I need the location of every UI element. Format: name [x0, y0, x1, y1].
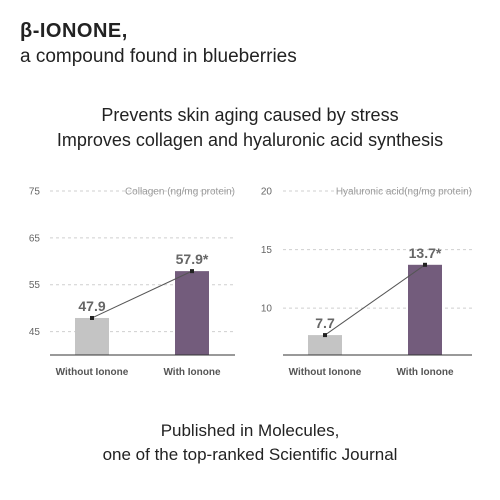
compound-subtitle: a compound found in blueberries [20, 46, 297, 67]
connector-marker [323, 333, 327, 338]
bar-without-ionone [308, 335, 342, 355]
footer-line-1: Published in Molecules, [160, 421, 340, 440]
data-value-label: 57.9* [176, 251, 209, 267]
bar-with-ionone [408, 264, 442, 355]
data-value-label: 47.9 [78, 298, 105, 314]
connector-marker [90, 315, 94, 320]
y-tick-label: 20 [261, 187, 273, 198]
data-value-label: 13.7* [409, 245, 442, 261]
x-tick-label: Without Ionone [56, 367, 129, 378]
bar-with-ionone [175, 271, 209, 355]
connector-line [91, 270, 193, 319]
compound-title: β-IONONE, [20, 20, 128, 42]
y-tick-label: 65 [29, 233, 41, 244]
bar-without-ionone [75, 317, 109, 355]
connector-line [324, 264, 426, 336]
footer-line-2: one of the top-ranked Scientific Journal [102, 445, 398, 464]
x-tick-label: Without Ionone [289, 367, 362, 378]
y-tick-label: 45 [29, 327, 41, 338]
headline-line-1: Prevents skin aging caused by stress [101, 105, 399, 125]
connector-marker [423, 262, 427, 267]
x-tick-label: With Ionone [163, 367, 221, 378]
y-tick-label: 15 [261, 245, 273, 256]
y-tick-label: 75 [29, 187, 41, 198]
data-value-label: 7.7 [315, 315, 335, 331]
y-axis-label: Collagen (ng/mg protein) [125, 187, 235, 198]
y-tick-label: 10 [261, 304, 273, 315]
connector-marker [190, 269, 194, 274]
y-tick-label: 55 [29, 280, 41, 291]
y-axis-label: Hyaluronic acid(ng/mg protein) [336, 187, 472, 198]
headline-line-2: Improves collagen and hyaluronic acid sy… [56, 130, 444, 150]
x-tick-label: With Ionone [396, 367, 454, 378]
